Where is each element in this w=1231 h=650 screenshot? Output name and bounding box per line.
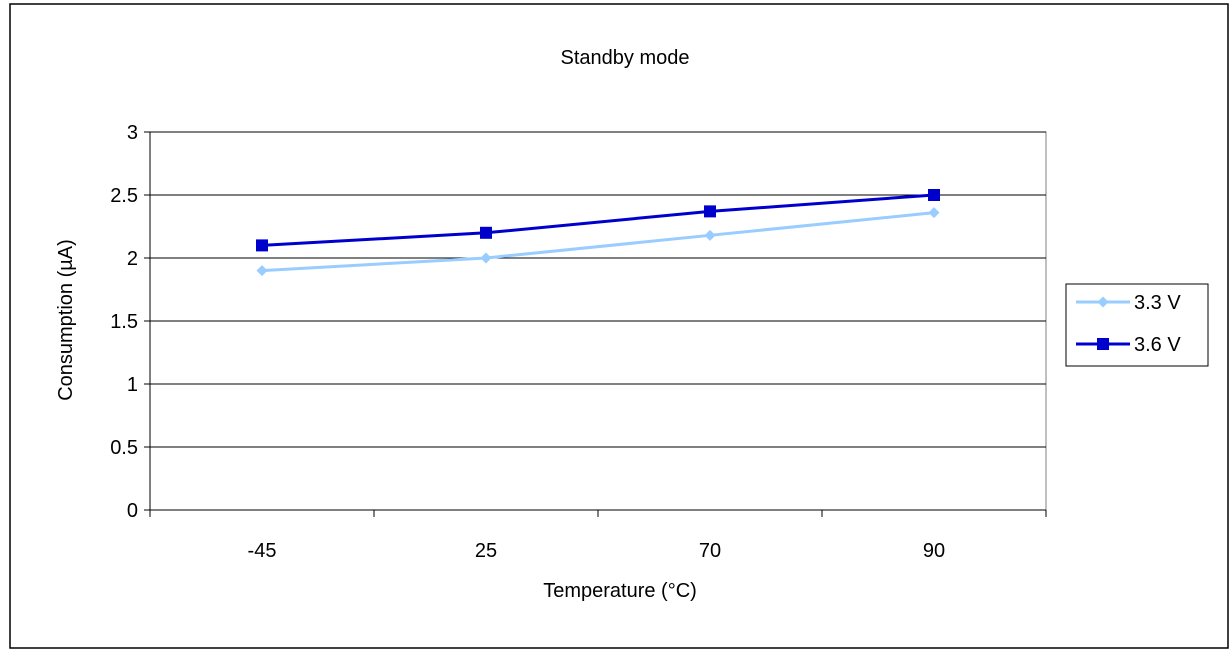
data-point	[928, 207, 940, 219]
chart-title: Standby mode	[561, 47, 690, 69]
y-tick-label: 1	[127, 374, 138, 396]
y-axis-label: Consumption (µA)	[55, 239, 77, 401]
legend-entry: 3.6 V	[1076, 334, 1181, 356]
x-tick-label: 90	[923, 540, 945, 562]
axes	[144, 131, 1047, 517]
data-point	[256, 265, 268, 277]
data-point	[480, 226, 492, 239]
data-point	[928, 189, 940, 201]
data-point	[704, 229, 716, 241]
data-point	[480, 252, 492, 264]
y-tick-label: 1.5	[110, 311, 138, 333]
y-tick-labels: 0 0.5 1 1.5 2 2.5 3	[110, 122, 138, 522]
y-tick-label: 2.5	[110, 185, 138, 207]
y-tick-label: 2	[127, 248, 138, 270]
series-1	[256, 189, 940, 252]
data-series	[256, 189, 940, 277]
legend: 3.3 V 3.6 V	[1076, 292, 1181, 356]
legend-entry: 3.3 V	[1076, 292, 1181, 314]
data-point	[256, 239, 268, 252]
gridlines	[150, 131, 1046, 448]
x-tick-labels: -45 25 70 90	[248, 540, 946, 562]
y-tick-label: 0.5	[110, 437, 138, 459]
x-tick-label: -45	[248, 540, 277, 562]
y-tick-label: 3	[127, 122, 138, 144]
legend-label: 3.6 V	[1134, 334, 1181, 356]
series-line	[261, 211, 935, 273]
series-0	[256, 207, 940, 277]
legend-box	[1065, 283, 1209, 367]
x-tick-label: 25	[475, 540, 497, 562]
legend-swatch-marker	[1097, 296, 1109, 308]
x-tick-label: 70	[699, 540, 721, 562]
legend-swatch-marker	[1097, 338, 1109, 350]
y-tick-label: 0	[127, 500, 138, 522]
x-axis-label: Temperature (°C)	[543, 580, 697, 602]
legend-label: 3.3 V	[1134, 292, 1181, 314]
data-point	[704, 205, 716, 218]
series-line	[261, 193, 935, 247]
